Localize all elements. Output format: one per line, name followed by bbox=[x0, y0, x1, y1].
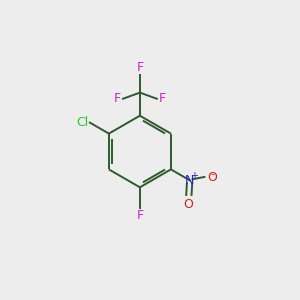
Text: F: F bbox=[136, 209, 143, 222]
Text: F: F bbox=[114, 92, 121, 105]
Text: F: F bbox=[159, 92, 166, 105]
Text: N: N bbox=[185, 174, 195, 187]
Text: +: + bbox=[190, 171, 198, 181]
Text: F: F bbox=[136, 61, 143, 74]
Text: O: O bbox=[208, 171, 217, 184]
Text: Cl: Cl bbox=[76, 116, 88, 129]
Text: O: O bbox=[183, 198, 193, 212]
Text: -: - bbox=[210, 169, 214, 179]
